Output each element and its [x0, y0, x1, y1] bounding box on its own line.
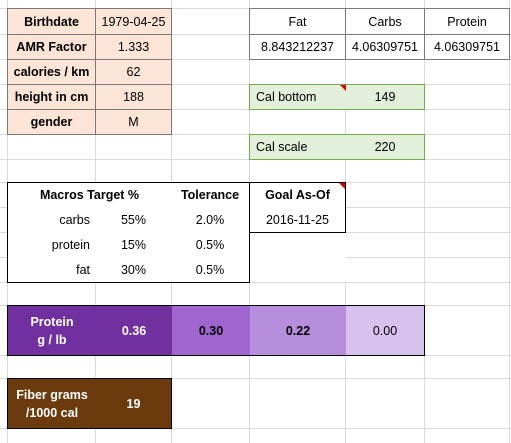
calories-per-km-label: calories / km — [7, 59, 96, 85]
ratio-header-carbs: Carbs — [345, 8, 425, 35]
goal-date-value[interactable]: 2016-11-25 — [265, 212, 329, 227]
height-label: height in cm — [7, 84, 96, 110]
macro-tolerance-fat[interactable]: 0.5% — [195, 262, 225, 277]
protein-value-3[interactable]: 0.00 — [346, 306, 424, 355]
height-value[interactable]: 188 — [95, 84, 172, 110]
protein-value-1[interactable]: 0.30 — [172, 306, 250, 355]
birthdate-label: Birthdate — [7, 8, 96, 35]
macro-name-protein: protein — [51, 237, 90, 252]
ratio-value-fat[interactable]: 8.843212237 — [249, 34, 346, 60]
protein-value-2[interactable]: 0.22 — [250, 306, 346, 355]
protein-band: Protein g / lb 0.36 0.30 0.22 0.00 — [7, 305, 425, 356]
macros-outline-goal — [249, 182, 346, 233]
cal-bottom-label: Cal bottom — [250, 85, 346, 109]
protein-value-0[interactable]: 0.36 — [96, 306, 172, 355]
cal-scale-row: Cal scale 220 — [249, 134, 425, 160]
macro-tolerance-protein[interactable]: 0.5% — [195, 237, 225, 252]
macro-target-protein[interactable]: 15% — [120, 237, 147, 252]
ratio-header-fat: Fat — [249, 8, 346, 35]
macro-target-carbs[interactable]: 55% — [120, 212, 147, 227]
fiber-label-line2: /1000 cal — [25, 405, 79, 420]
protein-label-line1: Protein — [30, 314, 74, 329]
macro-target-fat[interactable]: 30% — [120, 262, 147, 277]
fiber-value[interactable]: 19 — [126, 396, 141, 411]
macros-header-goal: Goal As-Of — [250, 183, 345, 207]
ratio-value-carbs[interactable]: 4.06309751 — [345, 34, 425, 60]
macro-name-fat: fat — [76, 262, 90, 277]
macros-outline-left — [7, 182, 250, 283]
macro-tolerance-carbs[interactable]: 2.0% — [195, 212, 225, 227]
protein-label-line2: g / lb — [37, 332, 67, 347]
macros-header-tolerance: Tolerance — [180, 188, 240, 202]
ratio-header-protein: Protein — [424, 8, 510, 35]
amr-factor-label: AMR Factor — [7, 34, 96, 60]
amr-factor-value[interactable]: 1.333 — [95, 34, 172, 60]
gender-label: gender — [7, 109, 96, 135]
cal-bottom-value[interactable]: 149 — [374, 90, 396, 104]
gender-value[interactable]: M — [95, 109, 172, 135]
macro-name-carbs: carbs — [59, 212, 90, 227]
protein-label: Protein g / lb — [8, 306, 96, 355]
fiber-label-line1: Fiber grams — [16, 387, 88, 402]
calories-per-km-value[interactable]: 62 — [95, 59, 172, 85]
fiber-box: Fiber grams /1000 cal 19 — [7, 378, 172, 429]
ratio-value-protein[interactable]: 4.06309751 — [424, 34, 510, 60]
cal-scale-label: Cal scale — [256, 140, 308, 154]
cal-bottom-row: Cal bottom 149 — [249, 84, 425, 110]
cal-scale-value[interactable]: 220 — [374, 140, 396, 154]
birthdate-value[interactable]: 1979-04-25 — [95, 8, 172, 35]
macros-header-target: Macros Target % — [39, 188, 140, 202]
fiber-label: Fiber grams /1000 cal — [8, 379, 96, 428]
